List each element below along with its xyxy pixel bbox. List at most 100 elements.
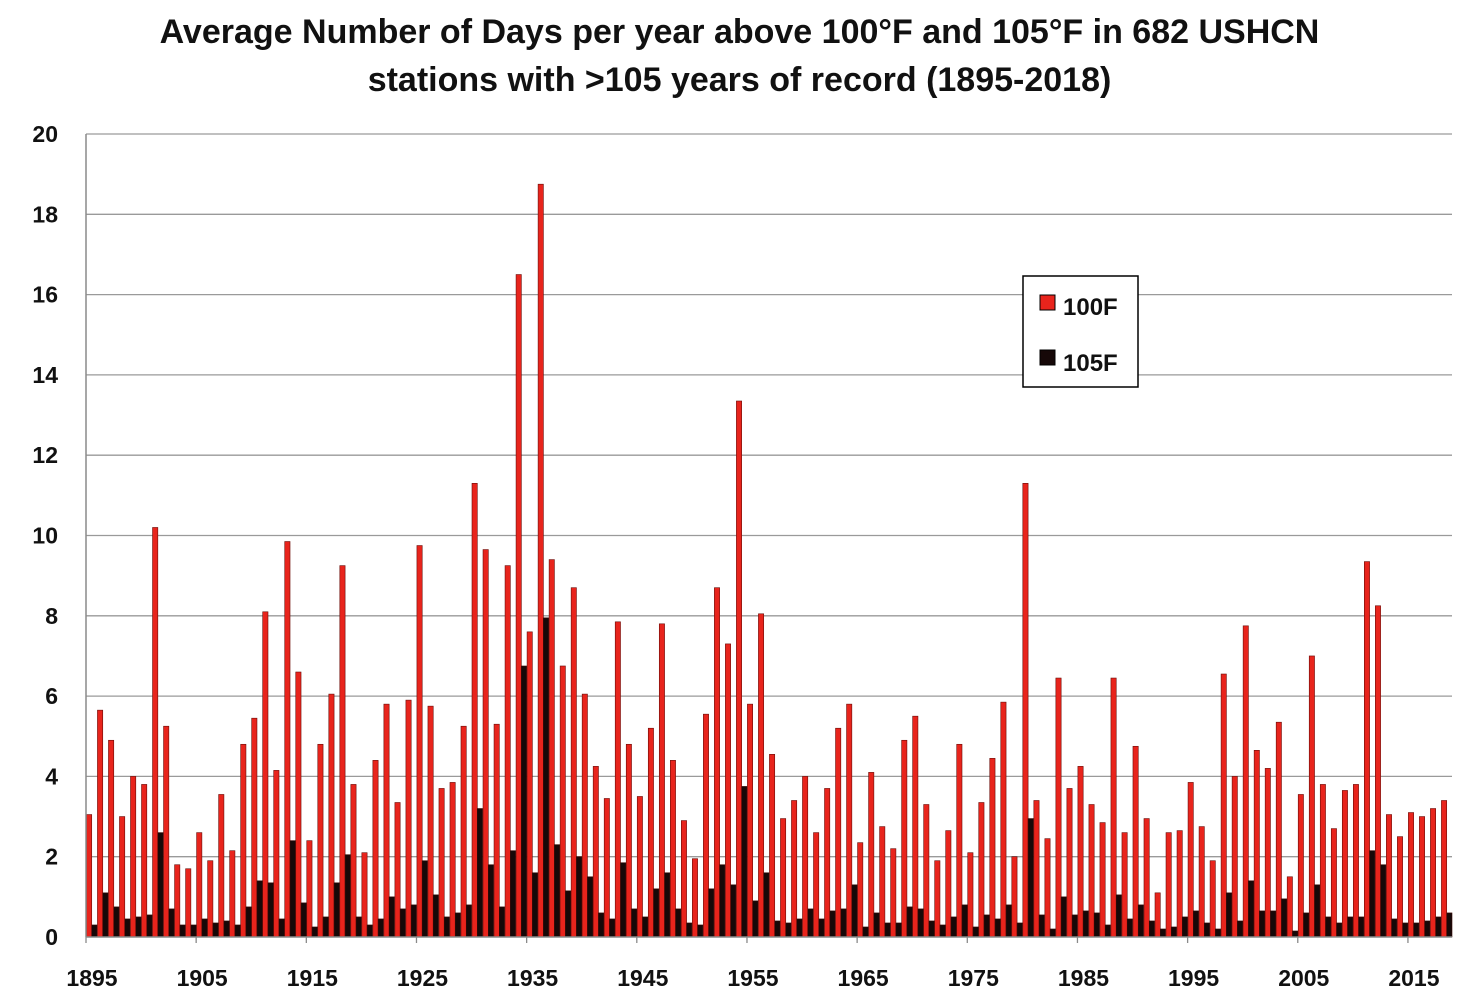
bar-100f-1945 (636, 796, 643, 938)
bar-105f-1940 (587, 876, 594, 938)
bar-100f-1952 (714, 587, 720, 938)
bar-105f-2018 (1446, 912, 1453, 938)
bar-100f-1985 (1077, 766, 1084, 938)
bar-105f-1972 (939, 924, 946, 938)
bar-105f-1895 (91, 924, 98, 938)
bar-100f-1971 (923, 804, 930, 938)
bar-105f-2014 (1402, 922, 1409, 938)
bar-100f-1931 (482, 549, 489, 938)
bar-100f-1897 (108, 739, 115, 938)
bar-105f-1947 (664, 872, 671, 938)
x-tick-label-1955: 1955 (727, 965, 778, 991)
bar-100f-1984 (1066, 788, 1073, 938)
bar-100f-1923 (394, 802, 401, 938)
bar-100f-1929 (460, 725, 467, 938)
bar-105f-1996 (1204, 922, 1210, 938)
bar-105f-1929 (465, 904, 472, 938)
bar-105f-1910 (256, 880, 263, 938)
bar-105f-1983 (1060, 896, 1067, 938)
bar-100f-1936 (537, 183, 544, 938)
bar-105f-1907 (223, 920, 230, 938)
bar-100f-2002 (1264, 768, 1271, 938)
y-tick-label-4: 4 (45, 763, 58, 789)
bar-105f-1919 (355, 916, 362, 938)
bar-100f-1937 (548, 559, 555, 938)
bar-105f-1973 (950, 916, 957, 938)
bar-100f-1978 (1000, 701, 1007, 938)
bar-105f-1912 (278, 918, 285, 938)
bar-105f-1993 (1171, 926, 1177, 938)
bar-100f-1924 (405, 699, 412, 938)
bar-100f-1973 (945, 830, 952, 938)
bar-100f-1993 (1165, 832, 1172, 938)
bar-105f-1967 (884, 922, 891, 938)
bar-105f-2013 (1391, 918, 1398, 938)
bar-105f-1971 (928, 920, 935, 938)
bar-100f-1933 (504, 565, 511, 938)
bar-100f-1975 (967, 852, 974, 938)
bar-100f-1991 (1143, 818, 1150, 938)
bar-105f-1941 (598, 912, 605, 938)
bar-105f-2010 (1358, 916, 1365, 938)
bar-100f-1903 (174, 864, 181, 938)
bar-105f-1949 (686, 922, 693, 938)
bar-105f-1922 (388, 896, 395, 938)
bar-100f-1970 (912, 715, 919, 938)
bar-105f-1979 (1016, 922, 1023, 938)
bar-100f-1983 (1055, 677, 1062, 938)
x-tick-label-1905: 1905 (177, 965, 228, 991)
bar-100f-1964 (846, 703, 853, 938)
bar-105f-1951 (708, 888, 715, 938)
bar-105f-1955 (752, 900, 759, 938)
bar-100f-2005 (1297, 794, 1304, 938)
x-tick-label-1985: 1985 (1058, 965, 1109, 991)
bar-100f-1999 (1231, 776, 1238, 938)
bar-105f-1964 (851, 884, 858, 938)
bar-100f-1909 (240, 743, 247, 938)
bar-105f-1908 (234, 924, 241, 938)
bar-105f-1989 (1126, 918, 1133, 938)
axes (85, 134, 1452, 943)
bar-105f-2016 (1424, 920, 1431, 938)
bar-100f-2018 (1441, 800, 1448, 938)
x-tick-label-1975: 1975 (948, 965, 999, 991)
bar-100f-1938 (559, 665, 566, 938)
bar-100f-1904 (185, 868, 192, 938)
bar-105f-1934 (521, 665, 527, 938)
bar-100f-1950 (692, 858, 698, 938)
bar-105f-1950 (697, 924, 704, 938)
bar-105f-1976 (983, 914, 990, 938)
bar-105f-1905 (201, 918, 208, 938)
bar-105f-1933 (510, 850, 516, 938)
bar-105f-1931 (488, 864, 494, 938)
bar-100f-2008 (1330, 828, 1337, 938)
bar-100f-1961 (813, 832, 820, 938)
bar-105f-1958 (785, 922, 792, 938)
bar-100f-1941 (592, 766, 599, 938)
bar-100f-1907 (218, 794, 225, 938)
bar-100f-1912 (273, 770, 280, 938)
bar-105f-1926 (432, 894, 439, 938)
y-tick-label-10: 10 (32, 523, 58, 549)
bar-100f-1920 (361, 852, 368, 938)
bar-105f-1943 (620, 862, 627, 938)
bar-105f-2008 (1336, 922, 1343, 938)
x-tick-label-1935: 1935 (507, 965, 558, 991)
bar-100f-1976 (978, 802, 985, 938)
bar-100f-1911 (262, 611, 269, 938)
bar-100f-2013 (1386, 814, 1392, 938)
bar-105f-1969 (906, 906, 913, 938)
bar-100f-1974 (956, 743, 963, 938)
bar-105f-1962 (829, 910, 836, 938)
bar-100f-2006 (1308, 655, 1315, 938)
bar-100f-1953 (725, 643, 731, 938)
bar-100f-1955 (747, 703, 753, 938)
bar-100f-1910 (251, 717, 258, 938)
bar-105f-1961 (818, 918, 825, 938)
bar-105f-1948 (675, 908, 682, 938)
bar-100f-2010 (1352, 784, 1359, 938)
bar-100f-2004 (1286, 876, 1293, 938)
bar-105f-1924 (410, 904, 417, 938)
bar-105f-1937 (554, 844, 560, 938)
bar-100f-1939 (570, 587, 577, 938)
